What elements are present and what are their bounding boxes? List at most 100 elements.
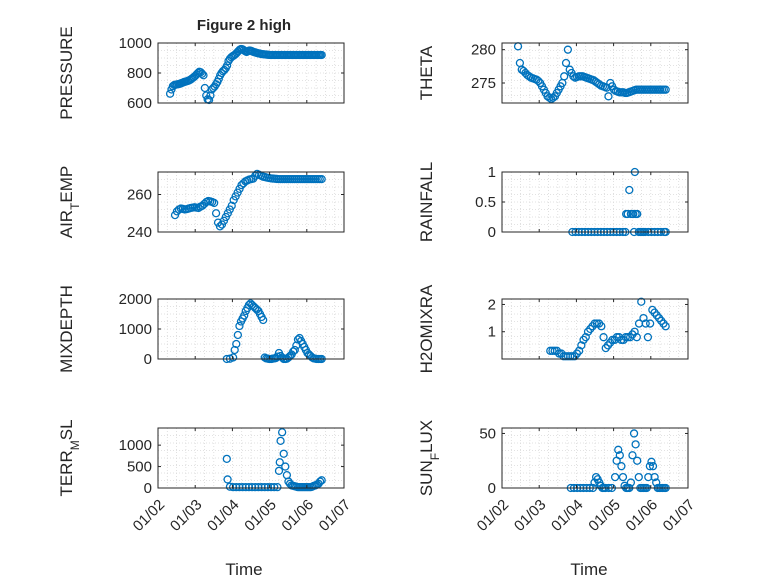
data-point — [630, 327, 639, 336]
data-point — [633, 456, 642, 465]
data-point — [241, 482, 250, 492]
y-tick-label: 500 — [127, 459, 152, 476]
data-point — [279, 449, 288, 458]
y-tick-label: 1 — [488, 324, 496, 341]
data-point — [639, 313, 648, 323]
data-point — [240, 311, 249, 320]
data-point — [628, 451, 637, 460]
data-point — [644, 472, 653, 482]
y-tick-label: 600 — [127, 95, 152, 112]
data-point — [625, 185, 634, 195]
data-point — [633, 209, 642, 219]
x-axis-label-right: Time — [570, 560, 607, 579]
y-tick-label: 0 — [144, 480, 152, 497]
data-point — [197, 69, 207, 78]
data-point — [629, 209, 638, 219]
data-point — [643, 333, 653, 342]
data-point — [317, 50, 326, 60]
data-point — [254, 482, 263, 492]
data-point — [206, 91, 215, 100]
y-tick-label: 0 — [488, 480, 496, 497]
data-point — [577, 341, 586, 350]
data-point — [645, 319, 655, 328]
data-point — [274, 466, 284, 476]
data-point — [277, 428, 287, 437]
y-tick-label: 0 — [144, 351, 152, 368]
subplot-mixdepth: 0 1000 2000 MIXDEPTH — [57, 285, 345, 373]
data-point — [260, 482, 269, 492]
data-point — [629, 429, 639, 438]
y-axis-label: H2OMIXRA — [417, 284, 436, 373]
data-point — [199, 71, 208, 80]
data-point — [209, 198, 219, 208]
data-point — [560, 72, 569, 81]
y-axis-label: PRESSURE — [57, 26, 76, 120]
subplot-h2omixra: 1 2 H2OMIXRA — [417, 284, 689, 373]
data-point — [235, 482, 244, 492]
data-point — [561, 58, 571, 68]
data-point — [244, 482, 254, 492]
y-axis-label: THETA — [417, 45, 436, 100]
data-point — [290, 345, 299, 355]
axes-box — [157, 427, 345, 489]
data-point — [227, 201, 236, 210]
data-point — [581, 333, 590, 342]
data-point — [317, 174, 326, 184]
data-point — [615, 451, 624, 460]
data-point — [235, 321, 244, 331]
y-tick-label: 1000 — [119, 321, 152, 338]
data-point — [650, 472, 659, 482]
data-point — [270, 482, 279, 492]
data-point — [610, 472, 620, 482]
data-point — [623, 209, 632, 219]
data-point — [247, 482, 257, 492]
data-point — [165, 89, 175, 98]
data-point — [228, 353, 238, 362]
data-point — [317, 476, 326, 485]
data-point — [222, 61, 232, 70]
y-tick-label: 800 — [127, 65, 152, 82]
data-point — [189, 73, 198, 82]
data-point — [266, 482, 276, 492]
data-point — [661, 85, 670, 94]
data-point — [315, 477, 325, 486]
data-point — [597, 322, 606, 331]
data-point — [545, 93, 554, 102]
y-tick-label: 260 — [127, 187, 152, 204]
data-point — [614, 445, 623, 454]
y-tick-label: 1000 — [119, 35, 152, 52]
data-point — [599, 333, 608, 342]
figure-title: Figure 2 high — [197, 17, 291, 34]
y-tick-label: 0.5 — [475, 194, 496, 211]
data-point — [645, 462, 655, 471]
y-tick-label: 1000 — [119, 437, 152, 454]
axes-box — [157, 171, 345, 233]
data-point — [259, 315, 268, 325]
subplot-theta: 275 280 THETA — [417, 42, 689, 104]
y-tick-label: 2 — [488, 296, 496, 313]
data-point — [233, 330, 243, 340]
data-point — [631, 440, 640, 449]
data-point — [632, 333, 641, 342]
data-point — [257, 482, 266, 492]
data-point — [626, 478, 636, 487]
data-point — [251, 482, 260, 492]
y-tick-label: 1 — [488, 164, 496, 181]
axes-box — [501, 298, 689, 360]
axes-box — [501, 427, 689, 489]
y-axis-label: TERRMSL — [57, 419, 82, 496]
data-point — [637, 297, 646, 306]
subplot-pressure: 600 800 1000 PRESSURE — [57, 26, 345, 120]
y-tick-label: 240 — [127, 224, 152, 241]
y-tick-label: 2000 — [119, 291, 152, 308]
y-tick-label: 275 — [471, 75, 496, 92]
data-point — [223, 475, 232, 484]
subplot-rainfall: 0 0.5 1 RAINFALL — [417, 162, 689, 242]
data-point — [275, 458, 284, 467]
data-point — [232, 339, 241, 349]
data-point — [263, 482, 273, 492]
data-point — [225, 482, 235, 491]
data-point — [211, 209, 221, 218]
